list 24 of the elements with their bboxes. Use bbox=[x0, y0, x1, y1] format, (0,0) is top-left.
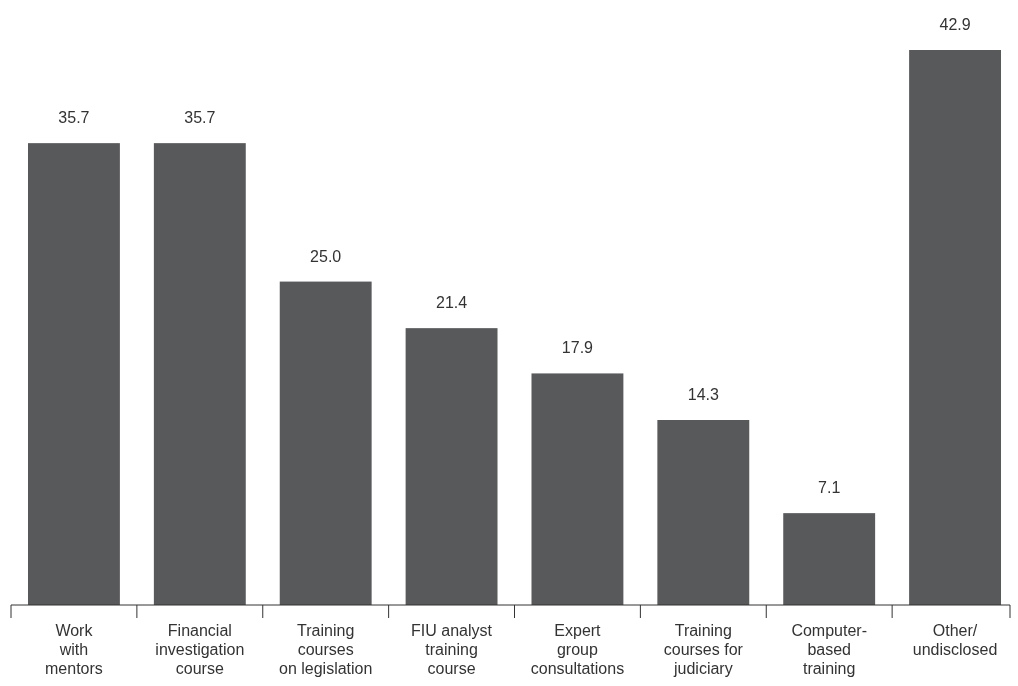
data-label: 7.1 bbox=[818, 479, 841, 497]
x-tick-label: Work with mentors bbox=[45, 622, 103, 677]
x-tick-label: Training courses on legislation bbox=[278, 622, 373, 677]
data-label: 21.4 bbox=[435, 294, 468, 312]
x-tick-label: Expert group consultations bbox=[530, 622, 625, 677]
bar bbox=[657, 420, 750, 605]
data-label: 25.0 bbox=[310, 247, 342, 265]
bar bbox=[279, 281, 372, 605]
x-tick-label: Computer- based training bbox=[791, 622, 867, 677]
x-tick-label: Other/ undisclosed bbox=[912, 622, 998, 658]
bar bbox=[153, 143, 246, 605]
x-tick-label: Financial investigation course bbox=[155, 622, 245, 677]
data-label: 17.9 bbox=[561, 339, 594, 357]
bar bbox=[909, 50, 1002, 605]
bar bbox=[27, 143, 120, 605]
bar bbox=[531, 373, 624, 605]
data-label: 35.7 bbox=[184, 109, 216, 127]
data-label: 42.9 bbox=[939, 16, 971, 33]
data-label: 14.3 bbox=[687, 386, 719, 403]
bar bbox=[405, 328, 498, 605]
bar bbox=[783, 513, 876, 605]
x-tick-label: FIU analyst training course bbox=[411, 622, 493, 677]
x-tick-label: Training courses for judiciary bbox=[663, 622, 744, 677]
data-label: 35.7 bbox=[58, 109, 90, 127]
